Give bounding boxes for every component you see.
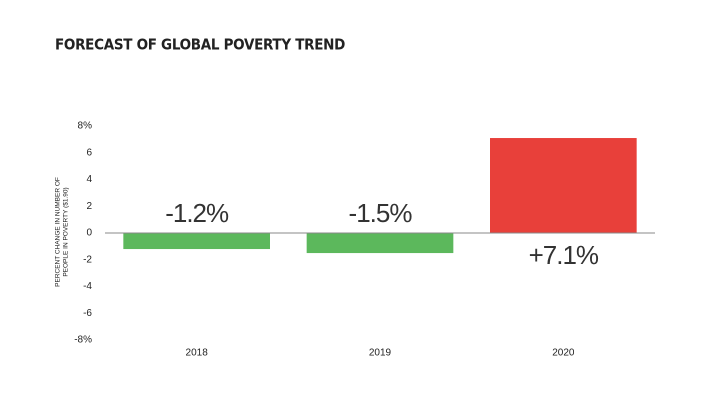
y-tick-label: -6 [83, 308, 92, 319]
y-tick-label: -4 [83, 281, 92, 292]
value-label: +7.1% [529, 240, 599, 270]
bar [490, 138, 637, 233]
y-tick-label: -2 [83, 254, 92, 265]
y-tick-label: 8% [78, 121, 93, 132]
chart-title: FORECAST OF GLOBAL POVERTY TREND [55, 36, 345, 54]
y-tick-label: 2 [86, 201, 92, 212]
y-tick-label: 4 [86, 174, 92, 185]
bar [123, 233, 270, 250]
y-tick-label: 6 [86, 147, 92, 158]
y-axis-label-line: PEOPLE IN POVERTY ($1.90) [63, 187, 70, 276]
bar [306, 233, 454, 254]
value-label: -1.5% [349, 198, 413, 228]
y-axis-label-line: PERCENT CHANGE IN NUMBER OF [55, 177, 62, 287]
x-tick-label: 2018 [186, 348, 209, 359]
y-axis-label: PERCENT CHANGE IN NUMBER OF PEOPLE IN PO… [55, 177, 70, 287]
value-label: -1.2% [165, 198, 229, 228]
x-tick-label: 2020 [552, 348, 575, 359]
x-tick-label: 2019 [369, 348, 392, 359]
y-tick-label: -8% [74, 335, 92, 346]
y-tick-label: 0 [86, 228, 92, 239]
